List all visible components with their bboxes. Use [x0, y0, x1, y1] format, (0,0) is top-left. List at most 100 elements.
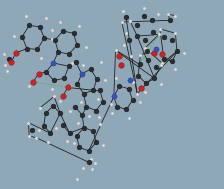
Point	[65, 139, 68, 143]
Point	[42, 124, 46, 127]
Point	[2, 53, 6, 56]
Point	[44, 112, 47, 115]
Point	[76, 83, 79, 86]
Point	[37, 128, 40, 131]
Point	[61, 123, 64, 126]
Point	[109, 102, 113, 105]
Point	[75, 134, 78, 137]
Point	[87, 161, 90, 164]
Point	[27, 134, 31, 137]
Point	[125, 108, 128, 111]
Point	[142, 15, 146, 18]
Point	[135, 35, 139, 38]
Point	[89, 157, 92, 160]
Point	[62, 77, 66, 80]
Point	[7, 57, 11, 60]
Point	[37, 72, 40, 75]
Point	[139, 87, 143, 90]
Point	[52, 79, 56, 82]
Point	[129, 55, 133, 58]
Point	[101, 144, 104, 147]
Point	[99, 60, 103, 64]
Point	[174, 32, 177, 35]
Point	[110, 112, 114, 115]
Point	[145, 50, 148, 53]
Point	[72, 32, 75, 35]
Point	[61, 94, 65, 97]
Point	[159, 83, 162, 86]
Point	[136, 74, 140, 77]
Point	[150, 19, 154, 22]
Point	[153, 77, 156, 80]
Point	[97, 115, 101, 119]
Point	[101, 100, 105, 103]
Point	[115, 105, 119, 108]
Point	[103, 78, 106, 81]
Point	[89, 68, 92, 71]
Point	[80, 72, 84, 75]
Point	[119, 64, 123, 67]
Point	[139, 100, 142, 103]
Point	[67, 53, 71, 56]
Point	[158, 27, 162, 30]
Point	[27, 24, 31, 27]
Point	[143, 46, 147, 50]
Point	[162, 57, 166, 60]
Point	[78, 24, 81, 27]
Point	[118, 84, 121, 88]
Point	[73, 105, 77, 108]
Point	[138, 63, 141, 66]
Point	[170, 60, 174, 63]
Point	[80, 114, 84, 117]
Point	[139, 53, 142, 57]
Point	[114, 49, 117, 52]
Point	[76, 121, 80, 124]
Point	[117, 55, 120, 58]
Point	[82, 92, 85, 95]
Point	[162, 36, 166, 39]
Point	[27, 84, 31, 88]
Point	[34, 136, 38, 139]
Point	[20, 35, 24, 38]
Point	[9, 60, 13, 64]
Point	[53, 39, 57, 42]
Point	[74, 60, 78, 64]
Point	[14, 52, 18, 55]
Point	[121, 9, 124, 12]
Point	[81, 166, 85, 169]
Point	[157, 33, 161, 36]
Point	[38, 25, 41, 28]
Point	[135, 23, 138, 26]
Point	[127, 39, 131, 42]
Point	[124, 15, 128, 19]
Point	[159, 64, 162, 67]
Point	[43, 36, 46, 40]
Point	[127, 116, 131, 119]
Point	[50, 37, 54, 40]
Point	[174, 68, 177, 71]
Point	[68, 132, 71, 135]
Point	[95, 77, 99, 81]
Point	[67, 65, 71, 68]
Point	[148, 50, 151, 53]
Point	[84, 45, 88, 48]
Point	[78, 146, 81, 149]
Point	[128, 78, 131, 81]
Point	[27, 121, 30, 124]
Point	[112, 95, 116, 98]
Point	[87, 149, 90, 153]
Point	[182, 52, 186, 55]
Point	[166, 13, 170, 16]
Point	[128, 20, 132, 23]
Point	[24, 15, 28, 18]
Point	[13, 34, 16, 37]
Point	[135, 92, 139, 95]
Point	[44, 16, 47, 19]
Point	[122, 44, 126, 47]
Point	[144, 82, 148, 85]
Point	[51, 61, 55, 64]
Point	[3, 63, 7, 66]
Point	[98, 89, 102, 92]
Point	[160, 53, 164, 56]
Point	[38, 106, 42, 109]
